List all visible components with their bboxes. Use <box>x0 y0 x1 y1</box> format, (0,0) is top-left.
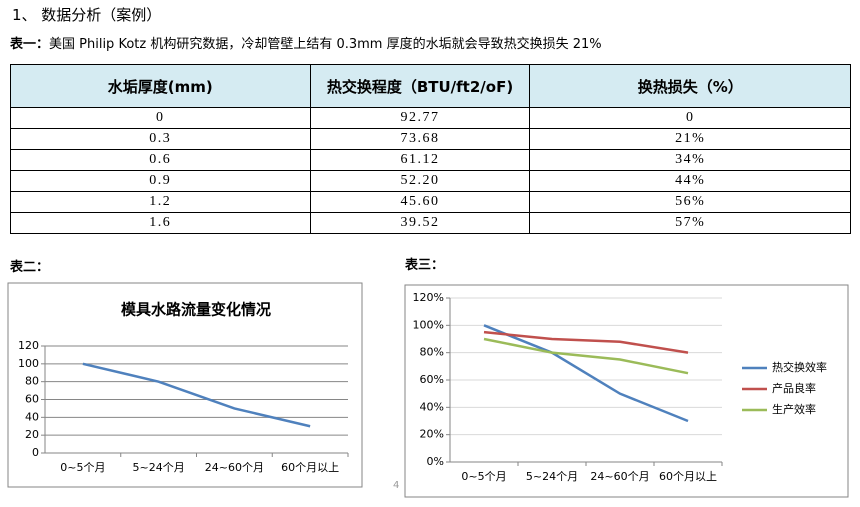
x-tick-label: 5~24个月 <box>526 470 578 483</box>
line-series <box>483 330 689 354</box>
line-series <box>82 362 311 428</box>
data-table: 水垢厚度(mm) 热交换程度（BTU/ft2/oF) 换热损失（%） 0 92.7… <box>10 64 851 234</box>
table-cell: 73.68 <box>309 128 531 150</box>
chart-caption: 表二： <box>10 260 50 275</box>
chart-title: 模具水路流量变化情况 <box>121 301 271 319</box>
table-row: 1.6 39.52 57% <box>10 212 851 234</box>
table-cell: 1.6 <box>10 212 311 234</box>
table-caption: 表一：美国 Philip Kotz 机构研究数据，冷却管壁上结有 0.3mm 厚… <box>10 33 602 52</box>
x-tick-label: 5~24个月 <box>133 461 185 474</box>
page-number: 4 <box>393 480 400 491</box>
y-tick-label: 40 <box>25 410 39 423</box>
y-tick-label: 0% <box>427 455 444 468</box>
legend-label: 热交换效率 <box>772 360 827 374</box>
y-tick-label: 20% <box>420 428 444 441</box>
table-cell: 57% <box>529 212 851 234</box>
y-tick-label: 120% <box>413 291 444 304</box>
y-tick-label: 100 <box>18 357 39 370</box>
y-tick-label: 20 <box>25 428 39 441</box>
y-tick-label: 80 <box>25 375 39 388</box>
x-tick-label: 24~60个月 <box>205 461 264 474</box>
table-row: 1.2 45.60 56% <box>10 191 851 213</box>
y-tick-label: 60% <box>420 373 444 386</box>
heading: 1、 数据分析（案例） <box>12 6 162 24</box>
table-row: 0.3 73.68 21% <box>10 128 851 150</box>
x-tick-label: 60个月以上 <box>659 470 717 483</box>
header-cell: 水垢厚度(mm) <box>10 64 311 108</box>
y-tick-label: 40% <box>420 400 444 413</box>
x-tick-label: 60个月以上 <box>281 461 339 474</box>
table-cell: 92.77 <box>309 107 531 129</box>
table-cell: 34% <box>529 149 851 171</box>
table-cell: 39.52 <box>309 212 531 234</box>
header-cell: 换热损失（%） <box>529 64 851 108</box>
legend-label: 产品良率 <box>772 381 816 395</box>
caption-text: 美国 Philip Kotz 机构研究数据，冷却管壁上结有 0.3mm 厚度的水… <box>49 37 602 52</box>
y-tick-label: 60 <box>25 393 39 406</box>
legend-label: 生产效率 <box>772 402 816 416</box>
x-tick-label: 0~5个月 <box>461 470 506 483</box>
line-series <box>483 324 689 423</box>
y-tick-label: 120 <box>18 339 39 352</box>
x-tick-label: 0~5个月 <box>60 461 105 474</box>
table-row: 0.6 61.12 34% <box>10 149 851 171</box>
x-tick-label: 24~60个月 <box>590 470 649 483</box>
caption-label: 表一： <box>10 37 50 52</box>
chart-caption: 表三： <box>405 258 445 273</box>
y-tick-label: 100% <box>413 318 444 331</box>
header-cell: 热交换程度（BTU/ft2/oF) <box>309 64 531 108</box>
table-cell: 0.3 <box>10 128 311 150</box>
y-tick-label: 80% <box>420 346 444 359</box>
y-tick-label: 0 <box>32 446 39 459</box>
line-series <box>483 337 689 375</box>
